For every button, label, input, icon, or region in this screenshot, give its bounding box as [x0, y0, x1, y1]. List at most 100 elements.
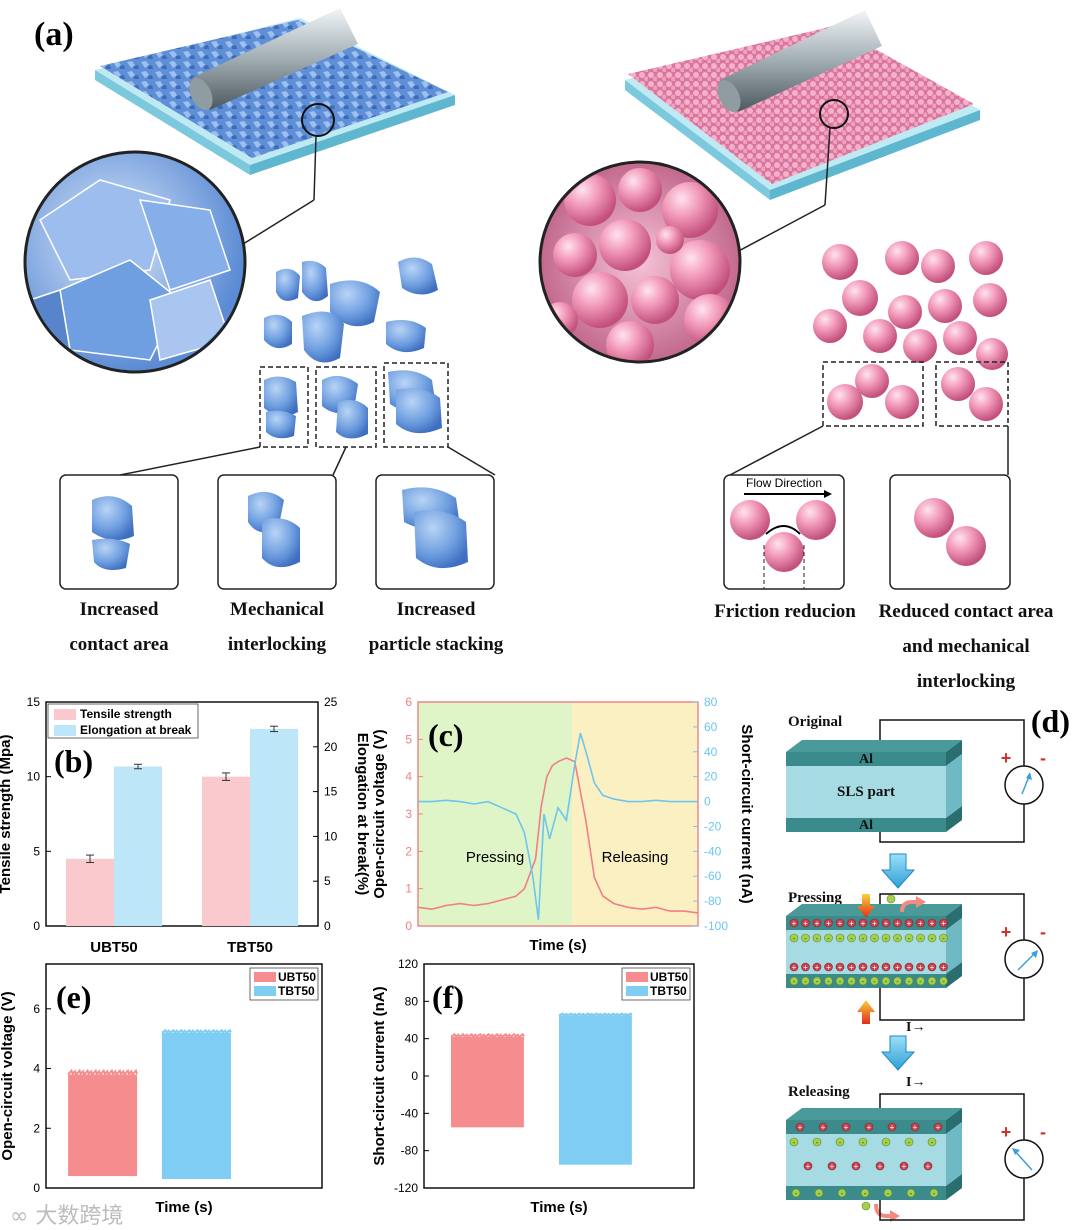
positive-charge	[916, 918, 925, 928]
positive-charge	[893, 918, 902, 928]
y2tick-label-b: 0	[324, 919, 331, 933]
charge-sign: +	[821, 1123, 826, 1132]
negative-charge	[883, 1188, 893, 1198]
legend-swatch	[626, 986, 648, 996]
xlabel-f: Time (s)	[530, 1199, 587, 1216]
y2tick-label-c: 0	[704, 795, 711, 809]
charge-sign: -	[862, 977, 865, 986]
charge-sign: -	[919, 977, 922, 986]
bar-tensile-strength-TBT50	[202, 776, 250, 926]
ytick-label-c: 4	[405, 770, 412, 784]
legend-label-f: UBT50	[650, 970, 688, 984]
negative-charge	[789, 976, 799, 986]
watermark: ∞ 大数跨境	[10, 1204, 124, 1229]
negative-charge	[927, 976, 937, 986]
charge-sign: +	[872, 919, 877, 928]
charge-sign: -	[839, 1138, 842, 1147]
negative-charge	[886, 894, 896, 904]
electrode-top-label: Al	[859, 752, 873, 767]
positive-charge	[801, 918, 810, 928]
positive-charge	[847, 962, 856, 972]
charge-sign: -	[885, 934, 888, 943]
charge-sign: -	[887, 1189, 890, 1198]
charge-sign: +	[884, 963, 889, 972]
line-current	[418, 732, 698, 920]
charge-sign: -	[862, 934, 865, 943]
y2tick-label-c: -40	[704, 844, 722, 858]
charge-sign: +	[806, 1162, 811, 1171]
charge-sign: +	[815, 919, 820, 928]
svg-text:+: +	[1001, 748, 1012, 768]
pink-sphere-powder-bed	[628, 26, 974, 184]
positive-charge	[835, 918, 845, 928]
negative-charge	[870, 976, 879, 986]
positive-charge	[812, 962, 822, 972]
charge-sign: +	[861, 919, 866, 928]
charge-sign: +	[930, 919, 935, 928]
y2tick-label-c: 60	[704, 720, 718, 734]
blue-flake-powder-bed	[100, 20, 448, 158]
negative-charge	[893, 933, 902, 943]
charge-sign: -	[896, 977, 899, 986]
region-pressing	[418, 702, 572, 926]
positive-charge	[910, 1122, 920, 1132]
ytick-label-f: 120	[398, 957, 418, 971]
charge-sign: +	[918, 919, 923, 928]
charge-sign: +	[792, 963, 797, 972]
charge-sign: +	[867, 1123, 872, 1132]
charge-sign: -	[908, 934, 911, 943]
charge-sign: -	[908, 1138, 911, 1147]
charge-sign: +	[936, 1123, 941, 1132]
signal-peaks-TBT50	[161, 1028, 232, 1035]
positive-charge	[939, 918, 948, 928]
pressing-device	[786, 904, 962, 988]
charge-sign: -	[873, 977, 876, 986]
pink-sphere-cluster	[813, 241, 1008, 370]
positive-charge	[881, 918, 891, 928]
charge-sign: +	[878, 1162, 883, 1171]
svg-text:-: -	[1040, 922, 1046, 942]
charge-sign: -	[931, 934, 934, 943]
releasing-device	[786, 1108, 962, 1200]
ytick-label-c: 2	[405, 844, 412, 858]
ytick-label-c: 6	[405, 695, 412, 709]
negative-charge	[906, 1188, 916, 1198]
region-label-pressing: Pressing	[466, 849, 524, 866]
ytick-label-b: 5	[33, 844, 40, 858]
charge-sign: -	[850, 934, 853, 943]
positive-charge	[858, 962, 868, 972]
ytick-label-b: 15	[27, 695, 41, 709]
positive-charge	[927, 918, 937, 928]
contact-mechanism-boxes	[59, 474, 495, 590]
charge-sign: -	[885, 1138, 888, 1147]
charge-sign: -	[793, 934, 796, 943]
charge-sign: +	[826, 963, 831, 972]
negative-charge	[861, 1201, 871, 1211]
press-force-top-arrow	[857, 894, 875, 918]
charge-sign: -	[827, 934, 830, 943]
floating-flakes	[264, 257, 438, 363]
ytick-label-f: -40	[401, 1106, 419, 1120]
electrode-bottom-label: Al	[859, 818, 873, 833]
current-label-releasing: I→	[906, 1075, 925, 1090]
positive-charge	[795, 1122, 805, 1132]
charge-sign: +	[895, 919, 900, 928]
positive-charge	[847, 918, 856, 928]
y2label-c: Short-circuit current (nA)	[738, 724, 755, 903]
svg-text:+: +	[1001, 1122, 1012, 1142]
positive-charge	[818, 1122, 828, 1132]
positive-charge	[824, 918, 833, 928]
charge-sign: -	[919, 934, 922, 943]
charge-sign: -	[862, 1138, 865, 1147]
positive-charge	[887, 1122, 897, 1132]
negative-charge	[824, 933, 833, 943]
pressing-charges: + + + + + + + + + + + + + +- - - - - - - - - - - - - -+ + + + + + + + + + + +…	[789, 894, 948, 986]
ytick-label-c: 1	[405, 882, 412, 896]
ytick-label-e: 0	[33, 1181, 40, 1195]
negative-charge	[881, 1137, 891, 1147]
charge-sign: +	[872, 963, 877, 972]
charge-sign: +	[941, 963, 946, 972]
signal-peaks-TBT50	[558, 1012, 633, 1017]
panel-f-label: (f)	[432, 979, 464, 1015]
ytick-label-e: 4	[33, 1062, 40, 1076]
